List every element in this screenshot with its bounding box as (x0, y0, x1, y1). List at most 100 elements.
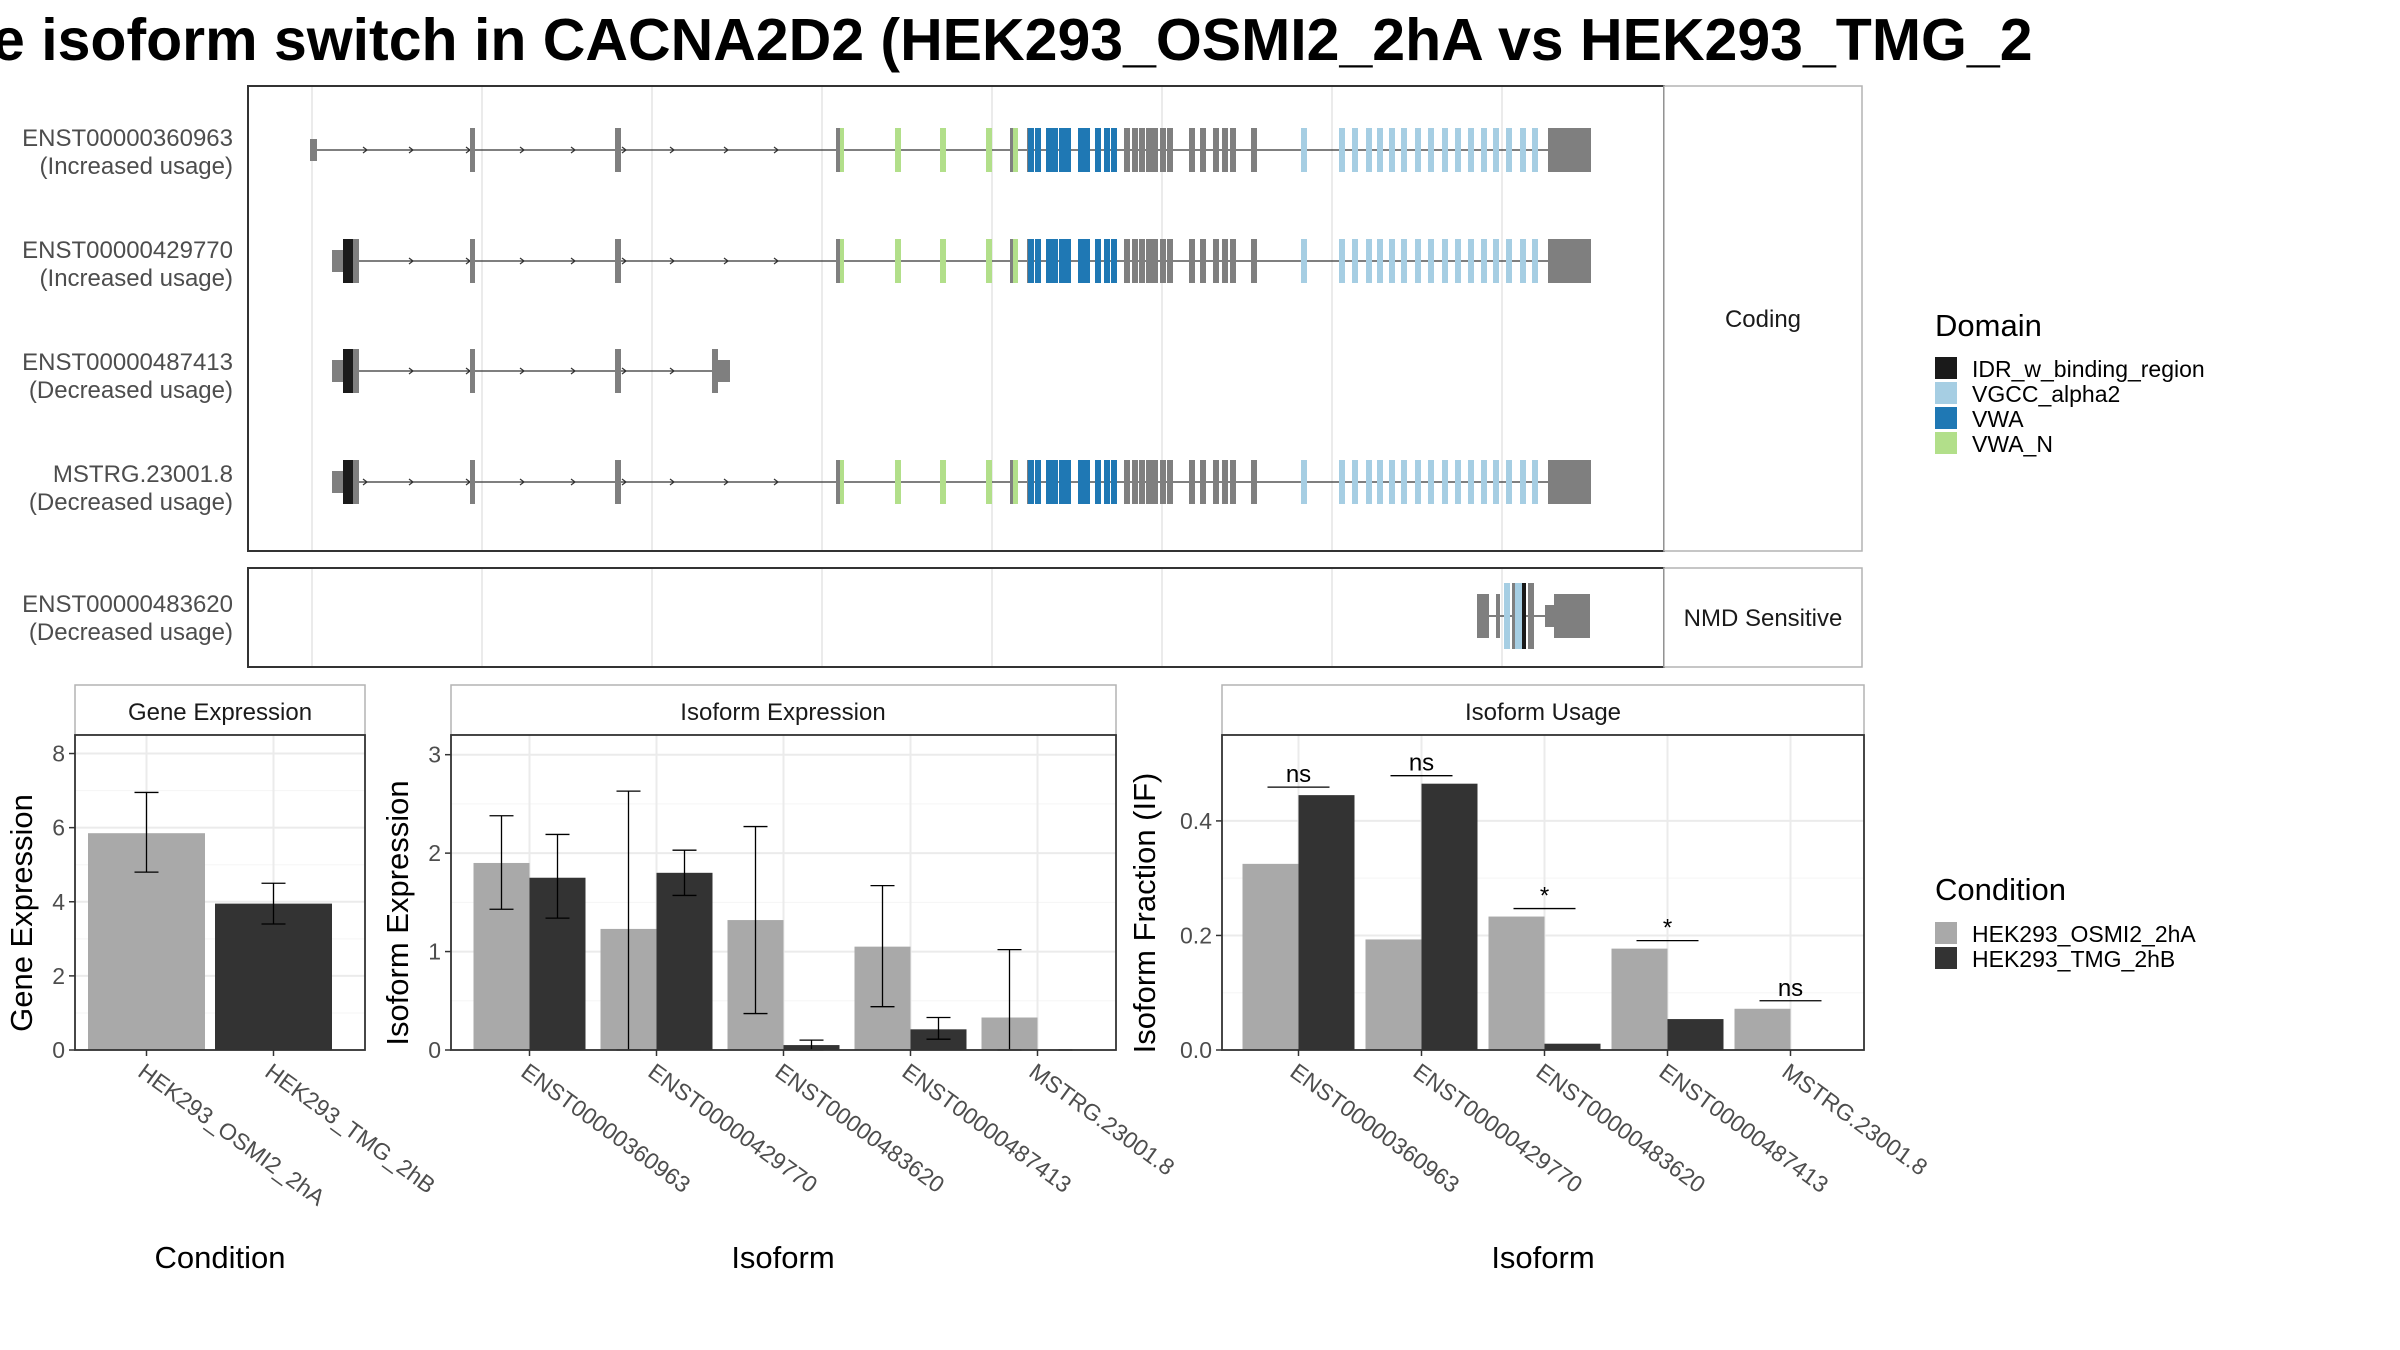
domain-block (1389, 239, 1395, 283)
transcript-usage-3: (Decreased usage) (29, 377, 233, 404)
nmd-plot-area (247, 567, 1665, 668)
isoform-usage-xlabel: Isoform (1491, 1240, 1594, 1275)
domain-block (1035, 128, 1041, 172)
exon-block (1200, 128, 1206, 172)
intron-direction-arrow (570, 367, 576, 375)
domain-block (1084, 460, 1090, 504)
domain-block (1415, 239, 1421, 283)
domain-block (1095, 460, 1101, 504)
bar (1544, 1043, 1601, 1050)
domain-block (1352, 460, 1358, 504)
exon-block (1132, 239, 1138, 283)
intron-direction-arrow (723, 478, 729, 486)
exon-block (1152, 128, 1158, 172)
exon-block (1189, 239, 1195, 283)
domain-block (1377, 239, 1383, 283)
domain-block (1377, 128, 1383, 172)
domain-block (1301, 128, 1307, 172)
domain-block (895, 460, 901, 504)
transcript-structure-1 (310, 128, 1591, 172)
domain-block (1493, 460, 1499, 504)
legend-swatch-vwa (1935, 407, 1957, 429)
exon-block (1213, 460, 1219, 504)
intron-direction-arrow (570, 146, 576, 154)
domain-block (1506, 128, 1512, 172)
exon-block (470, 239, 475, 283)
domain-block (1111, 128, 1117, 172)
exon-block (1548, 128, 1553, 172)
exon-block (615, 128, 621, 172)
exon-block (1553, 128, 1591, 172)
domain-block (1522, 583, 1526, 649)
domain-block (986, 460, 992, 504)
bars (88, 791, 332, 1050)
domain-block (986, 239, 992, 283)
coding-transcripts (310, 128, 1591, 504)
domain-block (1035, 239, 1041, 283)
domain-block (1078, 239, 1084, 283)
gene-expression-xlabel: Condition (155, 1240, 286, 1275)
exon-block (1146, 128, 1152, 172)
intron-direction-arrow (723, 146, 729, 154)
domain-block (1415, 460, 1421, 504)
domain-block (1481, 239, 1487, 283)
transcript-usage-4: (Decreased usage) (29, 489, 233, 516)
exon-block (1222, 460, 1228, 504)
domain-block (1389, 460, 1395, 504)
exon-block (1146, 460, 1152, 504)
bars: ns ns * * ns (1242, 750, 1822, 1050)
domain-block (1468, 239, 1474, 283)
y-tick-label: 6 (52, 815, 65, 841)
domain-block (1442, 128, 1448, 172)
nmd-gridlines (311, 569, 1503, 666)
domain-block (1481, 128, 1487, 172)
exon-block (1139, 239, 1145, 283)
domain-block (1515, 583, 1522, 649)
domain-block (1532, 128, 1538, 172)
figure-title: e isoform switch in CACNA2D2 (HEK293_OSM… (0, 7, 2033, 73)
exon-block (1124, 460, 1130, 504)
transcript-label-5: ENST00000483620 (22, 591, 233, 618)
domain-block (1111, 460, 1117, 504)
legend-label-vwa: VWA (1972, 406, 2024, 432)
domain-block (1059, 239, 1065, 283)
plot-border (450, 734, 1117, 1051)
bar (1734, 1008, 1791, 1050)
coding-panel: Coding (247, 85, 1863, 552)
transcript-structure-2 (332, 239, 1591, 283)
significance-label: ns (1409, 750, 1434, 777)
bar (1667, 1019, 1724, 1050)
exon-block (470, 349, 475, 393)
bar (1242, 863, 1299, 1050)
domain-block (840, 128, 844, 172)
exon-block (1010, 128, 1013, 172)
y-tick-label: 0.2 (1180, 922, 1212, 948)
exon-block (1160, 460, 1166, 504)
domain-block (1065, 239, 1071, 283)
exon-block (1477, 594, 1489, 638)
exon-block (1132, 460, 1138, 504)
y-tick-label: 0 (428, 1037, 441, 1063)
y-tick-label: 1 (428, 939, 441, 965)
domain-block (1035, 460, 1041, 504)
domain-block (1428, 239, 1434, 283)
domain-block (1401, 128, 1407, 172)
exon-block (712, 349, 718, 393)
legend-swatch-tmg (1935, 947, 1957, 969)
exon-block (1251, 239, 1257, 283)
transcript-label-1: ENST00000360963 (22, 125, 233, 152)
exon-block (1167, 239, 1173, 283)
exon-block (1010, 239, 1013, 283)
isoform-usage-strip (1221, 684, 1865, 736)
domain-block (1377, 460, 1383, 504)
domain-block (1506, 239, 1512, 283)
exon-block (1230, 460, 1236, 504)
domain-block (940, 128, 946, 172)
bar (1365, 939, 1422, 1050)
exon-block (1251, 460, 1257, 504)
intron-direction-arrow (669, 367, 675, 375)
bar (1421, 783, 1478, 1050)
intron-direction-arrow (519, 257, 525, 265)
domain-block (1366, 128, 1372, 172)
